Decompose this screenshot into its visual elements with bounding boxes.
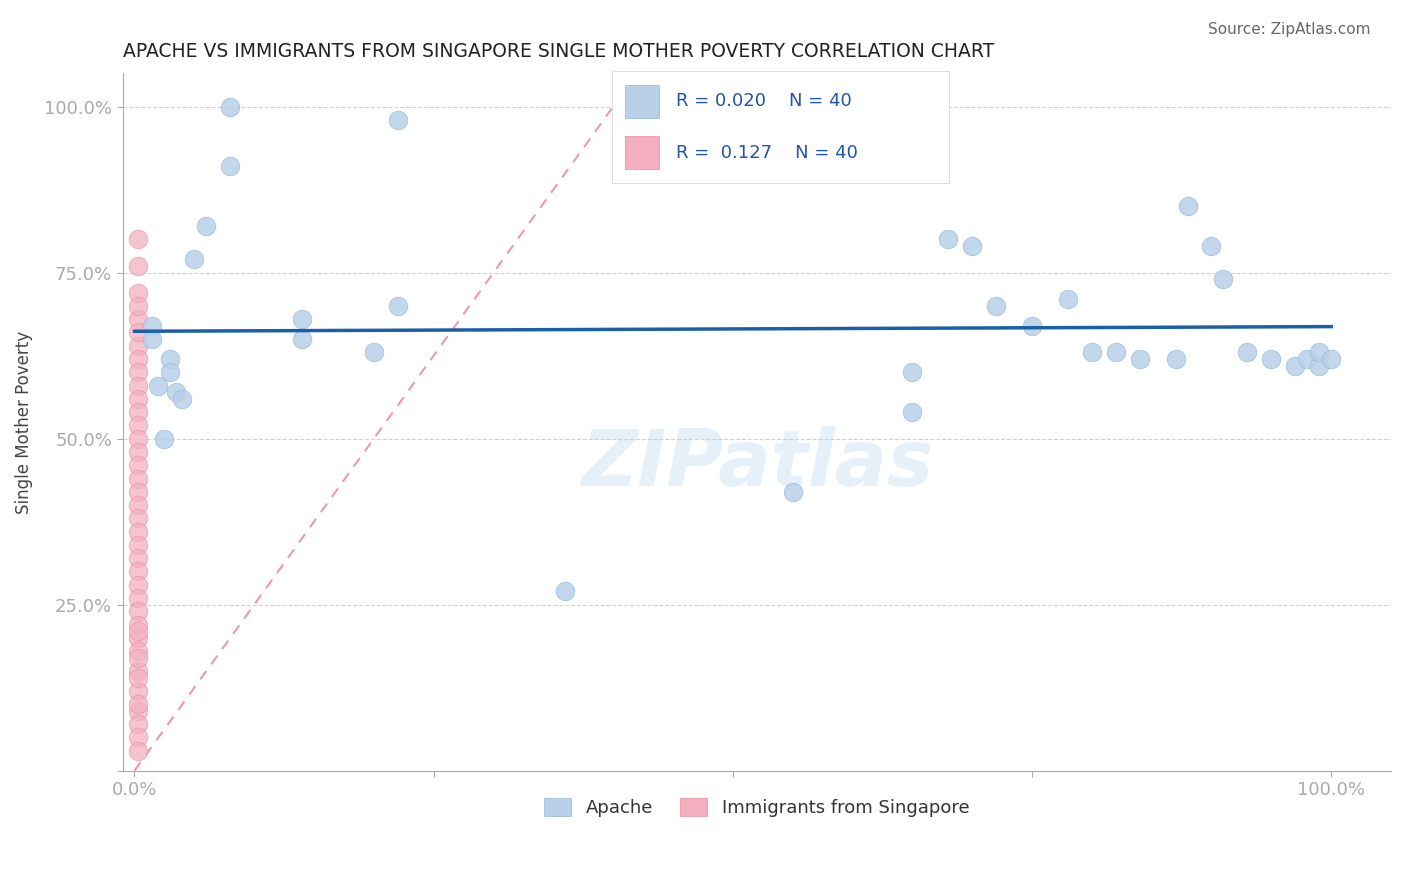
- Point: [127, 458, 149, 473]
- Bar: [626, 85, 659, 119]
- Point: [127, 498, 149, 512]
- Point: [1320, 351, 1343, 366]
- Point: [127, 650, 149, 665]
- Point: [219, 160, 242, 174]
- Point: [1021, 318, 1043, 333]
- Point: [1201, 239, 1223, 253]
- Text: ZIPatlas: ZIPatlas: [581, 425, 934, 502]
- Point: [159, 351, 181, 366]
- Point: [127, 671, 149, 685]
- Point: [387, 112, 409, 127]
- Point: [127, 538, 149, 552]
- Point: [1129, 351, 1152, 366]
- Point: [127, 717, 149, 731]
- Point: [195, 219, 218, 234]
- Point: [127, 624, 149, 639]
- Point: [127, 378, 149, 392]
- Point: [165, 385, 187, 400]
- Point: [1057, 292, 1080, 306]
- Point: [127, 405, 149, 419]
- Point: [291, 332, 314, 346]
- Point: [159, 365, 181, 379]
- Point: [1081, 345, 1104, 359]
- Point: [1236, 345, 1258, 359]
- Point: [1296, 351, 1319, 366]
- Point: [127, 339, 149, 353]
- Point: [127, 731, 149, 745]
- Text: R =  0.127    N = 40: R = 0.127 N = 40: [676, 144, 858, 161]
- Point: [127, 684, 149, 698]
- Point: [1308, 359, 1330, 373]
- Y-axis label: Single Mother Poverty: Single Mother Poverty: [15, 331, 32, 514]
- Point: [127, 471, 149, 485]
- Point: [127, 744, 149, 758]
- Point: [141, 318, 163, 333]
- Point: [127, 511, 149, 525]
- Point: [127, 604, 149, 618]
- Point: [219, 100, 242, 114]
- Point: [183, 252, 205, 267]
- Point: [387, 299, 409, 313]
- Point: [127, 644, 149, 658]
- Point: [127, 524, 149, 539]
- Legend: Apache, Immigrants from Singapore: Apache, Immigrants from Singapore: [537, 790, 977, 824]
- Point: [127, 392, 149, 406]
- Point: [127, 617, 149, 632]
- Point: [127, 631, 149, 645]
- Point: [1164, 351, 1187, 366]
- Point: [127, 365, 149, 379]
- Point: [901, 365, 924, 379]
- Point: [127, 351, 149, 366]
- Point: [127, 591, 149, 605]
- Point: [127, 664, 149, 678]
- Point: [1308, 345, 1330, 359]
- Text: R = 0.020    N = 40: R = 0.020 N = 40: [676, 93, 852, 111]
- Point: [127, 565, 149, 579]
- Point: [127, 698, 149, 712]
- Text: APACHE VS IMMIGRANTS FROM SINGAPORE SINGLE MOTHER POVERTY CORRELATION CHART: APACHE VS IMMIGRANTS FROM SINGAPORE SING…: [122, 42, 994, 61]
- Point: [984, 299, 1007, 313]
- Point: [554, 584, 576, 599]
- Point: [141, 332, 163, 346]
- Point: [1177, 199, 1199, 213]
- Point: [127, 578, 149, 592]
- Point: [148, 378, 170, 392]
- Point: [127, 259, 149, 273]
- Point: [127, 551, 149, 566]
- Point: [153, 432, 176, 446]
- Point: [901, 405, 924, 419]
- Point: [127, 312, 149, 326]
- Point: [127, 704, 149, 718]
- Point: [782, 484, 804, 499]
- Point: [172, 392, 194, 406]
- Point: [127, 432, 149, 446]
- Point: [127, 299, 149, 313]
- Point: [127, 445, 149, 459]
- Point: [127, 484, 149, 499]
- Text: Source: ZipAtlas.com: Source: ZipAtlas.com: [1208, 22, 1371, 37]
- Point: [291, 312, 314, 326]
- Point: [1284, 359, 1306, 373]
- Point: [1260, 351, 1282, 366]
- Point: [960, 239, 983, 253]
- Bar: [626, 136, 659, 169]
- Point: [1212, 272, 1234, 286]
- Point: [936, 232, 959, 246]
- Point: [1105, 345, 1128, 359]
- Point: [127, 285, 149, 300]
- Point: [127, 232, 149, 246]
- Point: [363, 345, 385, 359]
- Point: [127, 418, 149, 433]
- Point: [127, 326, 149, 340]
